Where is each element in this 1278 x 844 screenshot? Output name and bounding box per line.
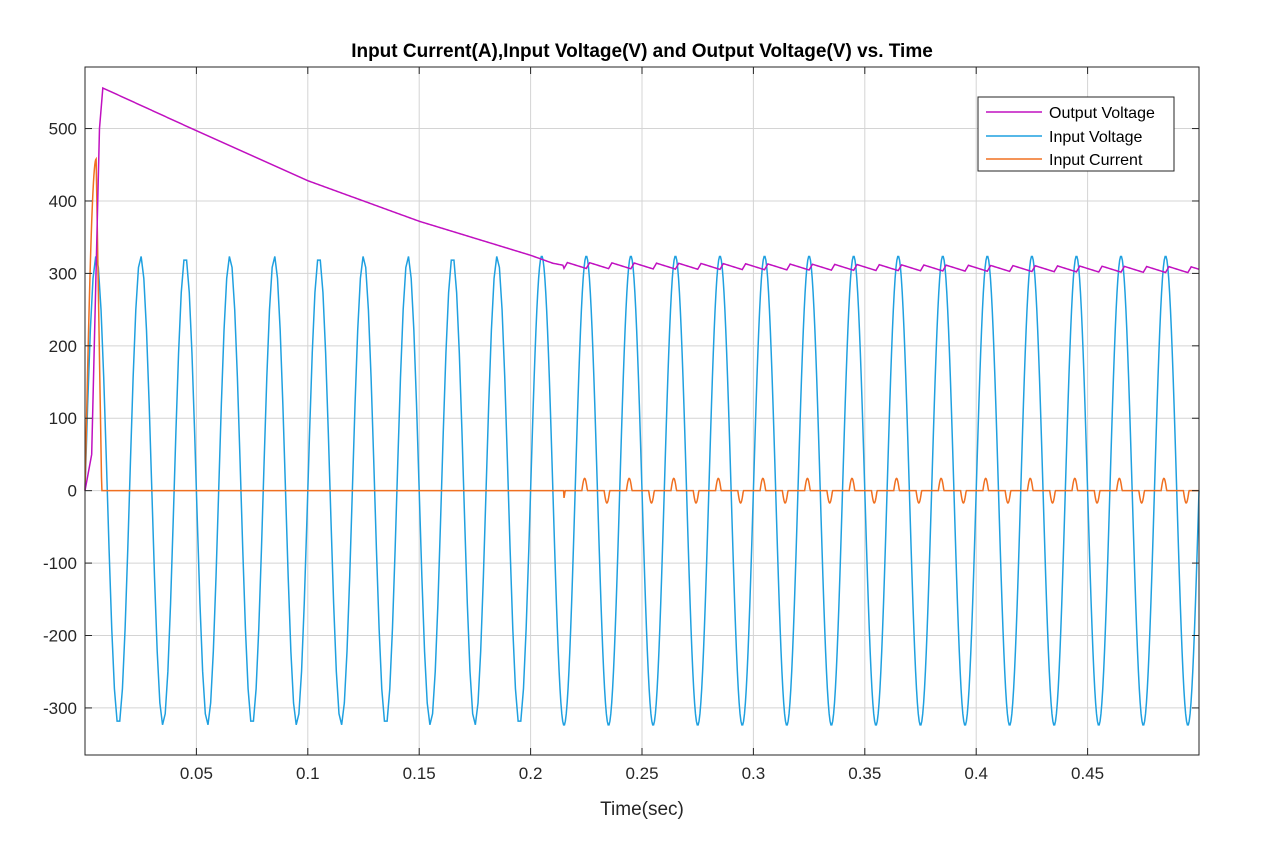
- y-tick-label: -200: [43, 627, 77, 646]
- y-tick-label: 200: [49, 337, 77, 356]
- y-tick-label: 0: [68, 482, 77, 501]
- y-tick-label: 300: [49, 264, 77, 283]
- y-axis: -300 -200 -100 0 100 200 300 400 500: [43, 120, 1199, 718]
- legend-label-output-voltage: Output Voltage: [1049, 105, 1155, 122]
- y-tick-label: 100: [49, 409, 77, 428]
- x-tick-label: 0.35: [848, 764, 881, 783]
- x-tick-label: 0.45: [1071, 764, 1104, 783]
- series-line-output-voltage: [84, 86, 1200, 491]
- legend-label-input-voltage: Input Voltage: [1049, 129, 1143, 146]
- y-tick-label: -100: [43, 554, 77, 573]
- chart-title: Input Current(A),Input Voltage(V) and Ou…: [351, 41, 933, 62]
- series-layer: [84, 86, 1200, 726]
- x-tick-label: 0.15: [403, 764, 436, 783]
- series-line-input-voltage: [84, 255, 1200, 726]
- x-axis-label: Time(sec): [600, 799, 684, 820]
- legend: Output Voltage Input Voltage Input Curre…: [977, 96, 1175, 172]
- y-tick-label: 400: [49, 192, 77, 211]
- x-tick-label: 0.3: [742, 764, 766, 783]
- x-tick-label: 0.1: [296, 764, 320, 783]
- x-tick-label: 0.25: [625, 764, 658, 783]
- y-tick-label: 500: [49, 120, 77, 139]
- x-axis: 0.05 0.1 0.15 0.2 0.25 0.3 0.35 0.4 0.45: [180, 67, 1104, 783]
- x-tick-label: 0.05: [180, 764, 213, 783]
- x-tick-label: 0.2: [519, 764, 543, 783]
- grid: [85, 67, 1199, 755]
- legend-label-input-current: Input Current: [1049, 152, 1143, 169]
- series-line-input-current: [84, 156, 1199, 504]
- y-tick-label: -300: [43, 699, 77, 718]
- x-tick-label: 0.4: [964, 764, 988, 783]
